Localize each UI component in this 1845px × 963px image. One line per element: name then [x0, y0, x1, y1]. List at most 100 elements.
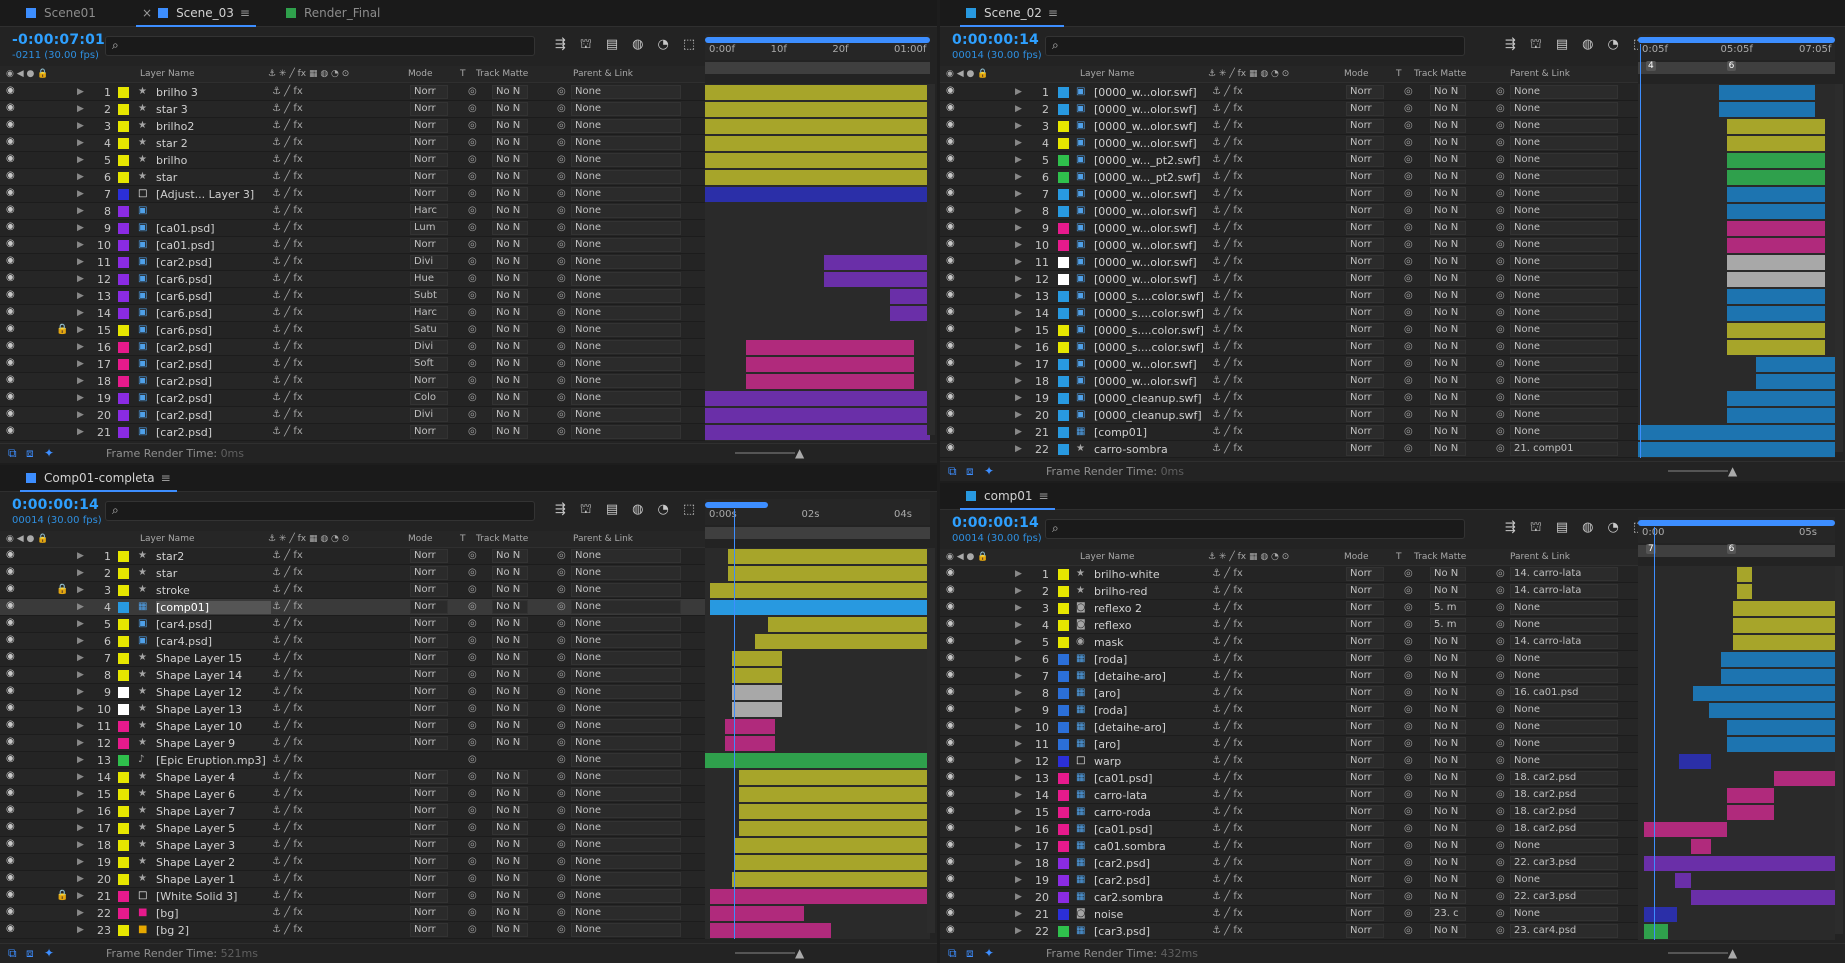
visibility-eye-icon[interactable]: ◉	[6, 340, 15, 351]
blend-mode-dropdown[interactable]: Norr	[1346, 788, 1384, 802]
expand-triangle-icon[interactable]: ▶	[77, 806, 84, 816]
layer-search-input[interactable]: ⌕	[105, 36, 535, 56]
label-color-swatch[interactable]	[118, 568, 129, 579]
pick-whip-icon[interactable]: ◎	[557, 273, 566, 284]
label-color-swatch[interactable]	[1058, 671, 1069, 682]
pick-whip-icon[interactable]: ◎	[557, 341, 566, 352]
track-matte-dropdown[interactable]: No N	[492, 838, 528, 852]
pick-whip-icon[interactable]: ◎	[557, 307, 566, 318]
expand-triangle-icon[interactable]: ▶	[1015, 274, 1022, 284]
pick-whip-icon[interactable]: ◎	[557, 635, 566, 646]
track-matte-dropdown[interactable]: No N	[492, 204, 528, 218]
layer-switches[interactable]: ⚓ ╱ fx	[272, 409, 303, 420]
layer-duration-bar[interactable]	[734, 838, 930, 853]
track-matte-dropdown[interactable]: No N	[1430, 754, 1466, 768]
preserve-transparency-icon[interactable]: ◎	[468, 222, 477, 233]
layer-row[interactable]: ◉ ▶ 19 ▣ [0000_cleanup.swf] ⚓ ╱ fx Norr ◎ No N ◎ N…	[940, 390, 1638, 407]
zoom-in-icon[interactable]: ▲	[1728, 464, 1738, 478]
layer-name-header[interactable]: Layer Name	[1080, 552, 1135, 562]
expand-triangle-icon[interactable]: ▶	[1015, 189, 1022, 199]
layer-switches[interactable]: ⚓ ╱ fx	[1212, 222, 1243, 233]
layer-name[interactable]: [0000_w..._pt2.swf]	[1094, 171, 1201, 184]
track-matte-dropdown[interactable]: No N	[492, 187, 528, 201]
preserve-transparency-icon[interactable]: ◎	[468, 669, 477, 680]
label-color-swatch[interactable]	[1058, 603, 1069, 614]
label-color-swatch[interactable]	[1058, 444, 1069, 455]
visibility-eye-icon[interactable]: ◉	[946, 153, 955, 164]
expand-triangle-icon[interactable]: ▶	[1015, 569, 1022, 579]
layer-switches[interactable]: ⚓ ╱ fx	[272, 720, 303, 731]
track-matte-dropdown[interactable]: No N	[492, 85, 528, 99]
pick-whip-icon[interactable]: ◎	[557, 409, 566, 420]
time-navigator-bar[interactable]	[705, 502, 768, 508]
label-color-swatch[interactable]	[1058, 427, 1069, 438]
track-matte-dropdown[interactable]: No N	[1430, 340, 1466, 354]
layer-name[interactable]: [car6.psd]	[156, 290, 213, 303]
expand-triangle-icon[interactable]: ▶	[77, 789, 84, 799]
preserve-transparency-icon[interactable]: ◎	[468, 426, 477, 437]
track-matte-dropdown[interactable]: No N	[492, 306, 528, 320]
expand-triangle-icon[interactable]: ▶	[77, 687, 84, 697]
layer-name[interactable]: [comp01]	[1094, 426, 1148, 439]
preserve-transparency-icon[interactable]: ◎	[468, 856, 477, 867]
parent-dropdown[interactable]: None	[1510, 289, 1618, 303]
pick-whip-icon[interactable]: ◎	[557, 839, 566, 850]
expand-triangle-icon[interactable]: ▶	[1015, 875, 1022, 885]
layer-duration-bar[interactable]	[1726, 255, 1826, 270]
expand-triangle-icon[interactable]: ▶	[77, 670, 84, 680]
track-matte-dropdown[interactable]: No N	[492, 238, 528, 252]
layer-name[interactable]: [detaihe-aro]	[1094, 721, 1166, 734]
expand-triangle-icon[interactable]: ▶	[77, 840, 84, 850]
preserve-transparency-icon[interactable]: ◎	[1404, 375, 1413, 386]
label-color-swatch[interactable]	[1058, 654, 1069, 665]
layer-switches[interactable]: ⚓ ╱ fx	[1212, 806, 1243, 817]
blend-mode-dropdown[interactable]: Norr	[410, 136, 448, 150]
layer-switches[interactable]: ⚓ ╱ fx	[272, 890, 303, 901]
track-matte-dropdown[interactable]: No N	[492, 872, 528, 886]
time-ruler[interactable]: 0:05f 05:05f 07:05f	[1638, 34, 1835, 60]
track-matte-header[interactable]: Track Matte	[1414, 552, 1467, 562]
parent-dropdown[interactable]: None	[1510, 425, 1618, 439]
pick-whip-icon[interactable]: ◎	[1496, 908, 1505, 919]
blend-mode-dropdown[interactable]: Norr	[1346, 221, 1384, 235]
layer-duration-bar[interactable]	[709, 923, 831, 938]
comp-flowchart-icon[interactable]: ⧈	[966, 946, 974, 960]
layer-duration-bar[interactable]	[1773, 771, 1835, 786]
track-matte-dropdown[interactable]: No N	[492, 600, 528, 614]
layer-row[interactable]: ◉ ▶ 1 ★ brilho 3 ⚓ ╱ fx Norr ◎ No N ◎ None	[0, 84, 705, 101]
visibility-eye-icon[interactable]: ◉	[6, 549, 15, 560]
expand-triangle-icon[interactable]: ▶	[77, 138, 84, 148]
blend-mode-dropdown[interactable]: Norr	[1346, 805, 1384, 819]
preserve-transparency-icon[interactable]: ◎	[468, 120, 477, 131]
layer-name[interactable]: carro-roda	[1094, 806, 1152, 819]
layer-duration-bar[interactable]	[1726, 737, 1835, 752]
label-color-swatch[interactable]	[118, 206, 129, 217]
label-color-swatch[interactable]	[1058, 87, 1069, 98]
parent-dropdown[interactable]: 23. car4.psd	[1510, 924, 1618, 938]
expand-triangle-icon[interactable]: ▶	[77, 551, 84, 561]
blend-mode-dropdown[interactable]: Norr	[410, 668, 448, 682]
visibility-eye-icon[interactable]: ◉	[946, 136, 955, 147]
frame-blend-icon[interactable]: ◍	[632, 502, 644, 517]
layer-name[interactable]: [car4.psd]	[156, 618, 213, 631]
label-color-swatch[interactable]	[1058, 705, 1069, 716]
visibility-eye-icon[interactable]: ◉	[946, 357, 955, 368]
visibility-eye-icon[interactable]: ◉	[6, 255, 15, 266]
track-matte-dropdown[interactable]: No N	[492, 289, 528, 303]
comp-marker-icon[interactable]: ⇶	[1505, 520, 1516, 535]
pick-whip-icon[interactable]: ◎	[1496, 840, 1505, 851]
lock-icon[interactable]: 🔒	[56, 324, 69, 335]
layer-name[interactable]: Shape Layer 7	[156, 805, 236, 818]
layer-row[interactable]: ◉ ▶ 10 ▣ [ca01.psd] ⚓ ╱ fx Norr ◎ No N ◎ None	[0, 237, 705, 254]
parent-dropdown[interactable]: 14. carro-lata	[1510, 635, 1618, 649]
blend-mode-dropdown[interactable]: Norr	[410, 651, 448, 665]
track-matte-header[interactable]: Track Matte	[1414, 69, 1467, 79]
expand-triangle-icon[interactable]: ▶	[1015, 892, 1022, 902]
layer-duration-bar[interactable]	[1726, 204, 1826, 219]
layer-switches[interactable]: ⚓ ╱ fx	[1212, 171, 1243, 182]
preserve-transparency-icon[interactable]: ◎	[468, 86, 477, 97]
blend-mode-dropdown[interactable]: Harc	[410, 204, 448, 218]
expand-triangle-icon[interactable]: ▶	[77, 585, 84, 595]
blend-mode-dropdown[interactable]: Norr	[410, 374, 448, 388]
blend-mode-dropdown[interactable]: Norr	[410, 787, 448, 801]
